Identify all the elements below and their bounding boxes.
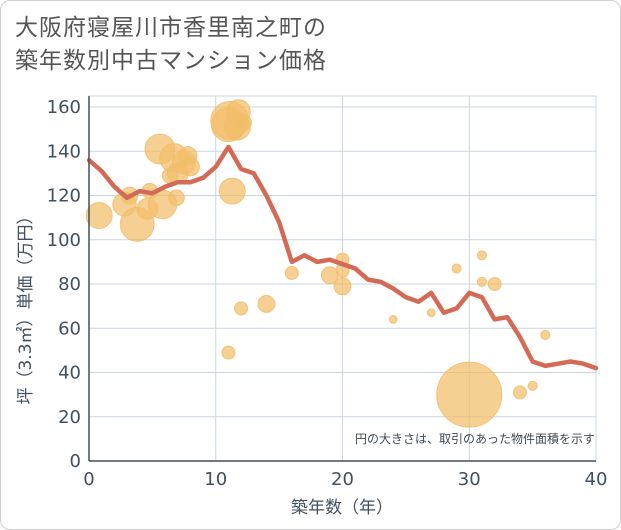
bubble-point	[512, 385, 527, 400]
bubble-point	[284, 265, 299, 280]
bubble-point	[257, 294, 276, 313]
bubble-layer	[85, 99, 551, 428]
size-legend-note: 円の大きさは、取引のあった物件面積を示す	[355, 431, 595, 446]
axes: 0 20 40 60 80 100 120 140 160 0 10 20 30 40	[47, 96, 608, 490]
x-tick-label: 40	[585, 469, 608, 490]
y-tick-label: 80	[58, 274, 81, 295]
trend-line-layer	[86, 144, 599, 371]
x-tick-label: 0	[83, 469, 94, 490]
y-tick-label: 140	[47, 141, 81, 162]
bubble-point	[540, 329, 551, 340]
y-tick-label: 0	[70, 451, 81, 472]
bubble-point	[333, 277, 352, 296]
bubble-point	[168, 189, 185, 207]
average-price-line	[86, 144, 599, 371]
bubble-point	[487, 277, 502, 292]
y-tick-label: 120	[47, 186, 81, 207]
y-tick-label: 60	[58, 318, 81, 339]
grid-lines	[88, 95, 597, 462]
bubble-point	[85, 201, 113, 229]
x-tick-label: 30	[458, 469, 481, 490]
bubble-point	[451, 263, 462, 274]
x-tick-label: 20	[331, 469, 354, 490]
bubble-point	[426, 308, 436, 318]
bubble-point	[436, 361, 503, 428]
y-tick-label: 40	[58, 363, 81, 384]
x-axis-label: 築年数（年）	[291, 498, 393, 518]
bubble-point	[388, 315, 398, 324]
bubble-point	[235, 114, 252, 131]
bubble-point	[180, 157, 200, 177]
bubble-point	[527, 380, 538, 391]
chart-title-line-1: 大阪府寝屋川市香里南之町の	[15, 15, 327, 41]
bubble-point	[218, 177, 246, 205]
bubble-point	[221, 345, 236, 360]
chart-title: 大阪府寝屋川市香里南之町の 築年数別中古マンション価格	[15, 12, 575, 78]
y-axis-label: 坪（3.3㎡）単価（万円）	[16, 207, 36, 404]
chart-title-line-2: 築年数別中古マンション価格	[15, 48, 327, 74]
bubble-point	[476, 250, 487, 261]
x-tick-label: 10	[204, 469, 227, 490]
y-tick-label: 20	[58, 407, 81, 428]
y-tick-label: 160	[47, 97, 81, 118]
y-tick-label: 100	[47, 230, 81, 251]
bubble-point	[476, 276, 487, 287]
bubble-point	[234, 301, 249, 316]
